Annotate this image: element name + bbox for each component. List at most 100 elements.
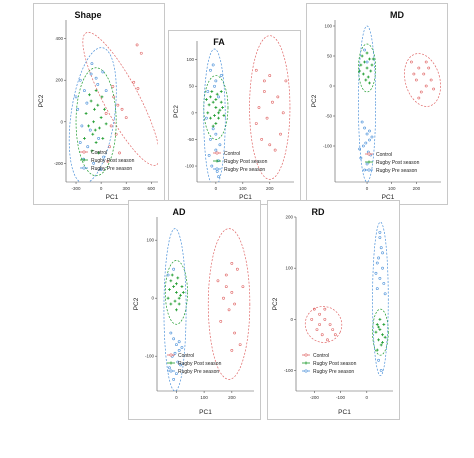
data-point-control <box>310 317 314 321</box>
data-point-post-season <box>90 149 94 153</box>
y-tick-label: 50 <box>189 84 195 89</box>
legend-label: Rugby Pre season <box>91 166 132 172</box>
data-point-pre-season <box>180 346 184 349</box>
data-point-pre-season <box>377 358 380 362</box>
legend-item: Rugby Post season <box>213 159 268 165</box>
legend-label: Control <box>376 152 392 158</box>
panel-shape: -300 0 300 600 -200 0 200 400 PC1 PC2 Shape Control… <box>33 3 165 205</box>
x-tick-label: 0 <box>175 395 178 400</box>
ellipse-control <box>304 306 343 343</box>
data-point-post-season <box>377 325 380 329</box>
data-point-pre-season <box>89 72 93 76</box>
data-point-post-season <box>181 291 185 294</box>
y-tick-label: 0 <box>290 317 293 322</box>
data-point-post-season <box>375 323 379 326</box>
data-point-pre-season <box>86 145 90 149</box>
data-point-control <box>108 145 111 149</box>
data-point-pre-season <box>205 116 208 120</box>
data-point-control <box>230 291 234 294</box>
data-point-pre-season <box>363 48 366 52</box>
data-point-post-season <box>378 317 382 321</box>
data-point-control <box>276 95 280 99</box>
data-point-post-season <box>99 116 103 120</box>
data-point-control <box>224 273 228 277</box>
data-point-control <box>254 122 258 125</box>
data-point-post-season <box>371 57 375 61</box>
ellipse-rugby-post-season <box>203 75 229 140</box>
data-point-pre-season <box>80 124 84 128</box>
y-tick-label: 100 <box>146 238 154 243</box>
data-point-control <box>224 285 228 289</box>
legend-item: Rugby Pre season <box>302 369 354 375</box>
data-point-pre-season <box>92 161 96 165</box>
data-point-pre-season <box>88 128 92 132</box>
data-point-post-season <box>361 72 365 76</box>
data-point-post-season <box>365 66 369 70</box>
y-tick-label: -100 <box>145 354 155 359</box>
y-tick-label: 50 <box>327 54 333 59</box>
data-point-control <box>139 51 143 55</box>
data-point-pre-season <box>214 148 218 152</box>
data-point-post-season <box>88 93 91 97</box>
data-point-post-season <box>179 293 182 297</box>
data-point-control <box>429 78 433 82</box>
data-point-control <box>235 267 239 271</box>
legend-label: Rugby Post season <box>178 361 222 367</box>
data-point-pre-season <box>206 90 210 93</box>
data-point-pre-season <box>361 144 365 148</box>
x-axis-label: PC1 <box>106 194 119 201</box>
data-point-pre-season <box>368 138 371 142</box>
data-point-pre-season <box>173 351 177 355</box>
legend-item: Rugby Post season <box>365 160 420 166</box>
data-point-control <box>238 343 242 347</box>
y-axis-label: PC2 <box>173 105 180 118</box>
legend-item: Rugby Pre season <box>365 168 417 174</box>
data-point-pre-season <box>85 101 89 105</box>
data-point-pre-season <box>90 62 94 66</box>
data-point-post-season <box>368 57 371 61</box>
scatter-plot-shape: -300 0 300 600 -200 0 200 400 PC1 PC2 Shape Control… <box>38 10 158 201</box>
data-point-control <box>331 328 335 331</box>
data-point-control <box>419 90 423 94</box>
data-point-control <box>216 279 220 283</box>
ellipse-rugby-pre-season <box>358 25 377 182</box>
ellipse-control <box>249 35 291 180</box>
ellipse-control <box>207 228 251 380</box>
data-point-post-season <box>94 89 98 93</box>
data-point-pre-season <box>210 164 214 168</box>
x-tick-label: -200 <box>310 395 320 400</box>
data-point-post-season <box>166 296 170 300</box>
legend-item: Rugby Pre season <box>213 167 265 173</box>
data-point-post-season <box>209 116 212 120</box>
data-point-post-season <box>378 328 382 331</box>
data-point-control <box>227 308 231 312</box>
data-point-control <box>262 79 266 83</box>
y-tick-label: -50 <box>325 114 332 119</box>
data-point-post-season <box>83 136 86 140</box>
legend-item: Rugby Post season <box>80 158 135 164</box>
data-point-control <box>410 60 413 64</box>
x-axis-label: PC1 <box>338 409 351 416</box>
data-point-pre-season <box>207 153 211 157</box>
data-point-post-season <box>84 112 88 115</box>
chart-title: FA <box>213 37 225 47</box>
data-point-pre-season <box>379 369 383 372</box>
legend-item: Control <box>302 353 329 359</box>
data-point-control <box>230 262 234 265</box>
figure-caption <box>0 446 474 458</box>
data-point-post-season <box>218 108 222 112</box>
data-point-pre-season <box>76 107 80 111</box>
data-point-post-season <box>176 276 180 280</box>
y-tick-label: -100 <box>284 368 294 373</box>
data-point-control <box>132 80 136 84</box>
data-point-control <box>268 74 272 77</box>
data-point-post-season <box>369 69 373 73</box>
data-point-pre-season <box>217 175 220 179</box>
data-point-control <box>424 60 428 64</box>
y-tick-label: 200 <box>285 215 293 220</box>
data-point-post-season <box>375 348 379 352</box>
data-point-post-season <box>214 98 218 101</box>
data-point-post-season <box>207 103 211 107</box>
data-point-pre-season <box>377 256 380 260</box>
data-point-pre-season <box>169 331 173 335</box>
